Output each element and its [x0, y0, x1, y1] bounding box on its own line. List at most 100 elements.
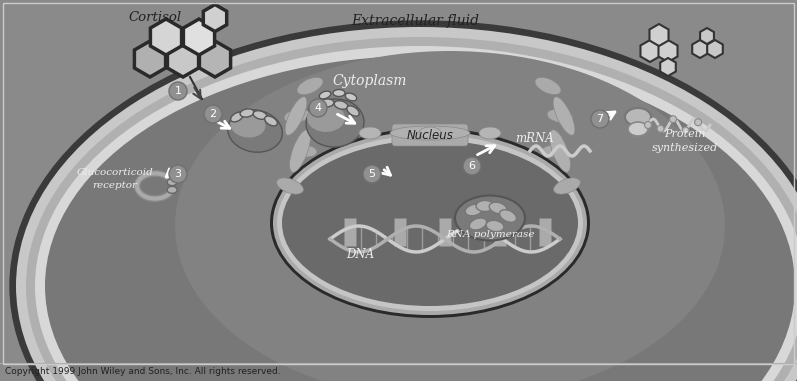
Polygon shape: [203, 5, 226, 32]
Ellipse shape: [535, 77, 561, 94]
Ellipse shape: [347, 106, 359, 116]
Ellipse shape: [277, 178, 304, 194]
Ellipse shape: [500, 210, 516, 222]
Ellipse shape: [489, 202, 507, 214]
Text: Cytoplasm: Cytoplasm: [333, 74, 407, 88]
Circle shape: [669, 116, 677, 123]
Ellipse shape: [175, 51, 725, 381]
Ellipse shape: [476, 200, 494, 211]
Ellipse shape: [26, 37, 797, 381]
Ellipse shape: [469, 218, 487, 230]
Text: 5: 5: [368, 169, 375, 179]
Polygon shape: [707, 40, 723, 58]
Ellipse shape: [230, 112, 243, 122]
Text: Cortisol: Cortisol: [128, 11, 182, 24]
Text: 7: 7: [596, 114, 603, 124]
Ellipse shape: [273, 131, 587, 315]
Polygon shape: [135, 41, 166, 77]
Ellipse shape: [253, 111, 267, 119]
Ellipse shape: [167, 179, 177, 186]
Ellipse shape: [455, 195, 525, 240]
Ellipse shape: [554, 178, 580, 194]
Ellipse shape: [465, 204, 483, 216]
Ellipse shape: [625, 108, 651, 126]
Ellipse shape: [45, 56, 795, 381]
Polygon shape: [183, 19, 214, 55]
Ellipse shape: [419, 127, 441, 139]
Bar: [439, 218, 451, 246]
Text: 3: 3: [175, 169, 182, 179]
Text: 4: 4: [315, 103, 321, 113]
Ellipse shape: [16, 27, 797, 381]
Ellipse shape: [548, 109, 573, 123]
Ellipse shape: [10, 21, 797, 381]
Circle shape: [169, 165, 187, 183]
Polygon shape: [700, 28, 714, 44]
Text: DNA: DNA: [346, 248, 374, 261]
Ellipse shape: [308, 102, 321, 112]
Ellipse shape: [320, 99, 334, 107]
Bar: [394, 218, 406, 246]
Ellipse shape: [541, 145, 565, 157]
Polygon shape: [641, 40, 660, 62]
Circle shape: [591, 110, 609, 128]
Text: Copyright 1999 John Wiley and Sons, Inc. All rights reserved.: Copyright 1999 John Wiley and Sons, Inc.…: [5, 368, 281, 376]
Circle shape: [695, 119, 701, 126]
Bar: [494, 218, 506, 246]
Ellipse shape: [334, 101, 347, 109]
Ellipse shape: [553, 97, 575, 135]
Ellipse shape: [359, 127, 381, 139]
Text: Nucleus: Nucleus: [406, 128, 453, 141]
Ellipse shape: [167, 186, 177, 194]
Ellipse shape: [320, 91, 331, 99]
Ellipse shape: [265, 116, 277, 126]
Polygon shape: [650, 24, 669, 46]
Ellipse shape: [307, 104, 345, 132]
Circle shape: [363, 165, 381, 183]
FancyBboxPatch shape: [392, 124, 468, 146]
Ellipse shape: [333, 90, 345, 96]
Text: 6: 6: [469, 161, 476, 171]
Polygon shape: [658, 40, 677, 62]
Ellipse shape: [306, 99, 364, 147]
Ellipse shape: [293, 145, 317, 157]
Polygon shape: [151, 19, 182, 55]
Ellipse shape: [228, 110, 282, 152]
Ellipse shape: [289, 130, 311, 172]
Ellipse shape: [345, 93, 357, 101]
Circle shape: [463, 157, 481, 175]
Ellipse shape: [240, 109, 254, 117]
Ellipse shape: [550, 130, 571, 172]
Ellipse shape: [282, 140, 578, 306]
Bar: [344, 218, 356, 246]
Ellipse shape: [390, 126, 470, 140]
Ellipse shape: [277, 135, 583, 311]
Text: RNA polymerase: RNA polymerase: [446, 229, 534, 239]
Text: mRNA: mRNA: [516, 131, 555, 144]
Polygon shape: [660, 58, 676, 76]
Ellipse shape: [270, 128, 590, 318]
Circle shape: [645, 122, 651, 128]
Polygon shape: [199, 41, 230, 77]
Text: Extracellular fluid: Extracellular fluid: [351, 14, 479, 28]
Text: Glucocorticoid
receptor: Glucocorticoid receptor: [77, 168, 153, 190]
Ellipse shape: [297, 77, 323, 94]
Ellipse shape: [35, 46, 797, 381]
Ellipse shape: [479, 127, 501, 139]
Ellipse shape: [285, 97, 307, 135]
Ellipse shape: [486, 220, 504, 232]
Circle shape: [169, 82, 187, 100]
Circle shape: [657, 125, 664, 132]
Text: Protein
synthesized: Protein synthesized: [652, 129, 718, 153]
Polygon shape: [167, 41, 198, 77]
Text: 1: 1: [175, 86, 182, 96]
Bar: [539, 218, 551, 246]
Ellipse shape: [230, 112, 265, 138]
Text: 2: 2: [210, 109, 217, 119]
Circle shape: [682, 127, 689, 134]
Ellipse shape: [285, 109, 310, 123]
Circle shape: [309, 99, 327, 117]
Polygon shape: [693, 40, 708, 58]
Circle shape: [204, 105, 222, 123]
Ellipse shape: [628, 122, 648, 136]
